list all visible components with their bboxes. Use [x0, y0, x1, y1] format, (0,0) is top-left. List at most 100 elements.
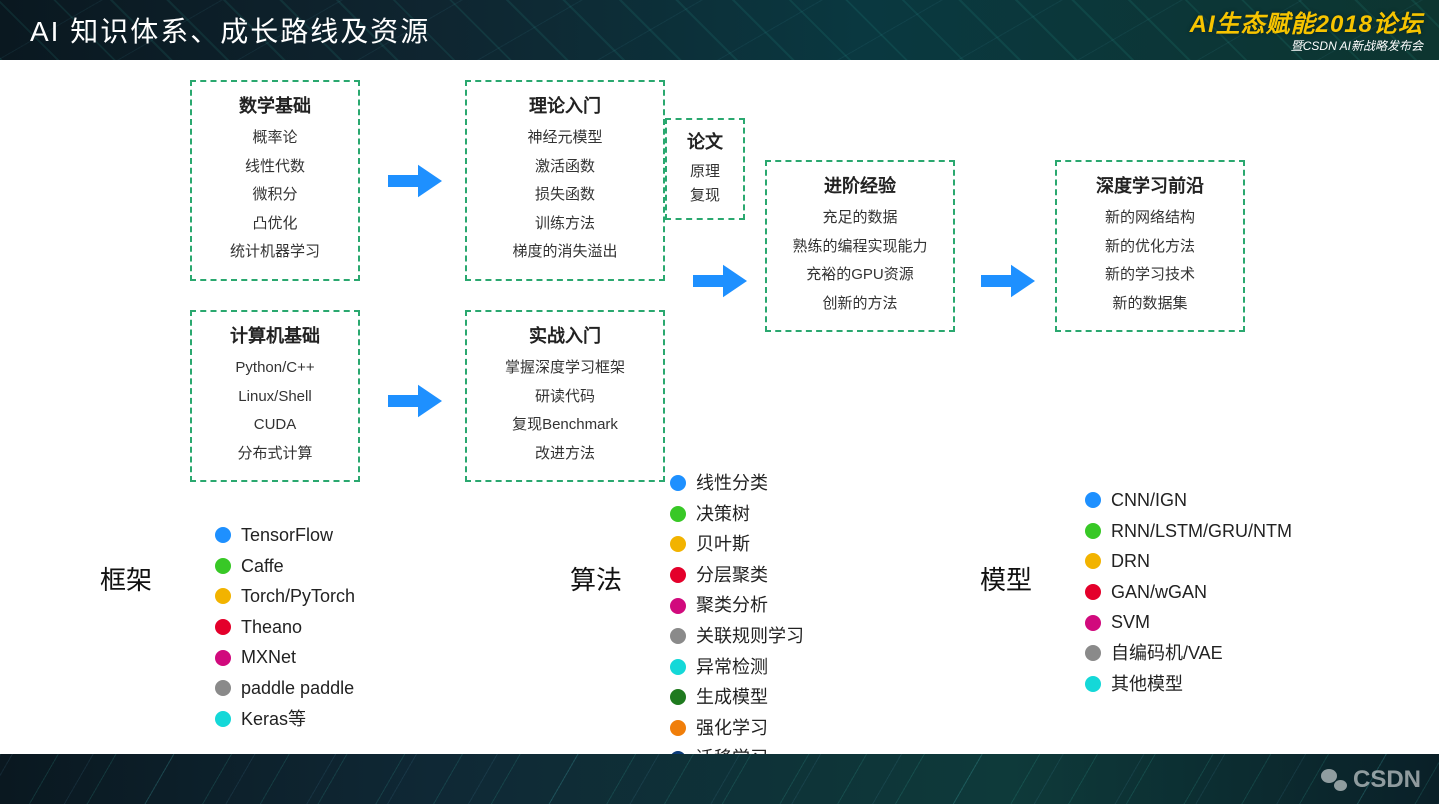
bullet-list-framework: TensorFlowCaffeTorch/PyTorchTheanoMXNetp…	[215, 520, 355, 734]
bullet-text: 聚类分析	[696, 590, 768, 621]
box-item: 新的优化方法	[1075, 233, 1225, 262]
bullet-item: TensorFlow	[215, 520, 355, 551]
bullet-item: 关联规则学习	[670, 621, 804, 652]
bullet-dot-icon	[1085, 645, 1101, 661]
logo-sub-text: 暨CSDN AI新战略发布会	[1190, 37, 1423, 54]
bullet-item: Torch/PyTorch	[215, 581, 355, 612]
category-label-framework: 框架	[100, 560, 152, 597]
box-item: 改进方法	[485, 440, 645, 469]
bullet-item: CNN/IGN	[1085, 485, 1292, 516]
bullet-item: Keras等	[215, 704, 355, 735]
bullet-list-model: CNN/IGNRNN/LSTM/GRU/NTMDRNGAN/wGANSVM自编码…	[1085, 485, 1292, 699]
bullet-dot-icon	[215, 588, 231, 604]
bullet-item: 分层聚类	[670, 560, 804, 591]
bullet-text: RNN/LSTM/GRU/NTM	[1111, 516, 1292, 547]
bullet-text: 其他模型	[1111, 669, 1183, 700]
event-logo: AI生态赋能2018论坛 暨CSDN AI新战略发布会	[1190, 4, 1423, 54]
bullet-text: SVM	[1111, 607, 1150, 638]
box-item: Python/C++	[210, 354, 340, 383]
box-title: 深度学习前沿	[1075, 172, 1225, 198]
box-item: Linux/Shell	[210, 383, 340, 412]
box-item: CUDA	[210, 411, 340, 440]
bullet-item: 强化学习	[670, 713, 804, 744]
box-item: 掌握深度学习框架	[485, 354, 645, 383]
box-item: 线性代数	[210, 153, 340, 182]
arrow-right-icon	[385, 160, 445, 202]
box-item: 激活函数	[485, 153, 645, 182]
box-cs: 计算机基础 Python/C++Linux/ShellCUDA分布式计算	[190, 310, 360, 482]
bullet-item: paddle paddle	[215, 673, 355, 704]
box-title: 实战入门	[485, 322, 645, 348]
bullet-dot-icon	[670, 475, 686, 491]
bullet-text: MXNet	[241, 642, 296, 673]
bullet-item: Theano	[215, 612, 355, 643]
bullet-text: 决策树	[696, 499, 750, 530]
box-item: 梯度的消失溢出	[485, 238, 645, 267]
header-bar: AI 知识体系、成长路线及资源 AI生态赋能2018论坛 暨CSDN AI新战略…	[0, 0, 1439, 60]
bullet-dot-icon	[670, 628, 686, 644]
bullet-dot-icon	[670, 720, 686, 736]
bullet-text: 生成模型	[696, 682, 768, 713]
box-item: 分布式计算	[210, 440, 340, 469]
bullet-dot-icon	[1085, 553, 1101, 569]
bullet-dot-icon	[670, 567, 686, 583]
box-title: 进阶经验	[785, 172, 935, 198]
box-title: 计算机基础	[210, 322, 340, 348]
box-item: 复现	[679, 184, 731, 208]
box-item: 神经元模型	[485, 124, 645, 153]
bullet-text: paddle paddle	[241, 673, 354, 704]
box-item: 创新的方法	[785, 290, 935, 319]
bullet-dot-icon	[215, 619, 231, 635]
box-title: 数学基础	[210, 92, 340, 118]
bullet-dot-icon	[215, 558, 231, 574]
bullet-dot-icon	[670, 506, 686, 522]
box-item: 训练方法	[485, 210, 645, 239]
bullet-item: SVM	[1085, 607, 1292, 638]
box-item: 熟练的编程实现能力	[785, 233, 935, 262]
box-item: 微积分	[210, 181, 340, 210]
bullet-dot-icon	[215, 711, 231, 727]
bullet-text: CNN/IGN	[1111, 485, 1187, 516]
arrow-right-icon	[978, 260, 1038, 302]
bullet-text: 强化学习	[696, 713, 768, 744]
bullet-item: 生成模型	[670, 682, 804, 713]
box-item: 统计机器学习	[210, 238, 340, 267]
bullet-dot-icon	[1085, 584, 1101, 600]
csdn-watermark: CSDN	[1321, 766, 1421, 794]
box-item: 新的学习技术	[1075, 261, 1225, 290]
box-item: 原理	[679, 160, 731, 184]
bullet-dot-icon	[670, 689, 686, 705]
bullet-dot-icon	[1085, 676, 1101, 692]
bullet-item: 其他模型	[1085, 669, 1292, 700]
box-title: 论文	[679, 128, 731, 154]
bullet-item: RNN/LSTM/GRU/NTM	[1085, 516, 1292, 547]
bullet-dot-icon	[1085, 523, 1101, 539]
category-label-algorithm: 算法	[570, 560, 622, 597]
bullet-item: 聚类分析	[670, 590, 804, 621]
category-label-model: 模型	[980, 560, 1032, 597]
bullet-dot-icon	[670, 659, 686, 675]
bullet-text: TensorFlow	[241, 520, 333, 551]
box-math: 数学基础概率论线性代数微积分凸优化统计机器学习	[190, 80, 360, 281]
watermark-text: CSDN	[1353, 766, 1421, 794]
bullet-item: 贝叶斯	[670, 529, 804, 560]
bullet-dot-icon	[1085, 492, 1101, 508]
bullet-text: Keras等	[241, 704, 306, 735]
bullet-item: 决策树	[670, 499, 804, 530]
bullet-text: Caffe	[241, 551, 284, 582]
box-item: 新的数据集	[1075, 290, 1225, 319]
bullet-text: GAN/wGAN	[1111, 577, 1207, 608]
box-item: 概率论	[210, 124, 340, 153]
box-title: 理论入门	[485, 92, 645, 118]
bullet-item: 自编码机/VAE	[1085, 638, 1292, 669]
box-theory: 理论入门神经元模型激活函数损失函数训练方法梯度的消失溢出	[465, 80, 665, 281]
bullet-item: MXNet	[215, 642, 355, 673]
arrow-right-icon	[385, 380, 445, 422]
bullet-text: DRN	[1111, 546, 1150, 577]
bullet-text: Theano	[241, 612, 302, 643]
logo-main-text: AI生态赋能2018论坛	[1190, 4, 1423, 39]
bullet-text: 线性分类	[696, 468, 768, 499]
box-item: 损失函数	[485, 181, 645, 210]
box-advance: 进阶经验充足的数据熟练的编程实现能力充裕的GPU资源创新的方法	[765, 160, 955, 332]
box-practice: 实战入门掌握深度学习框架研读代码复现Benchmark改进方法	[465, 310, 665, 482]
